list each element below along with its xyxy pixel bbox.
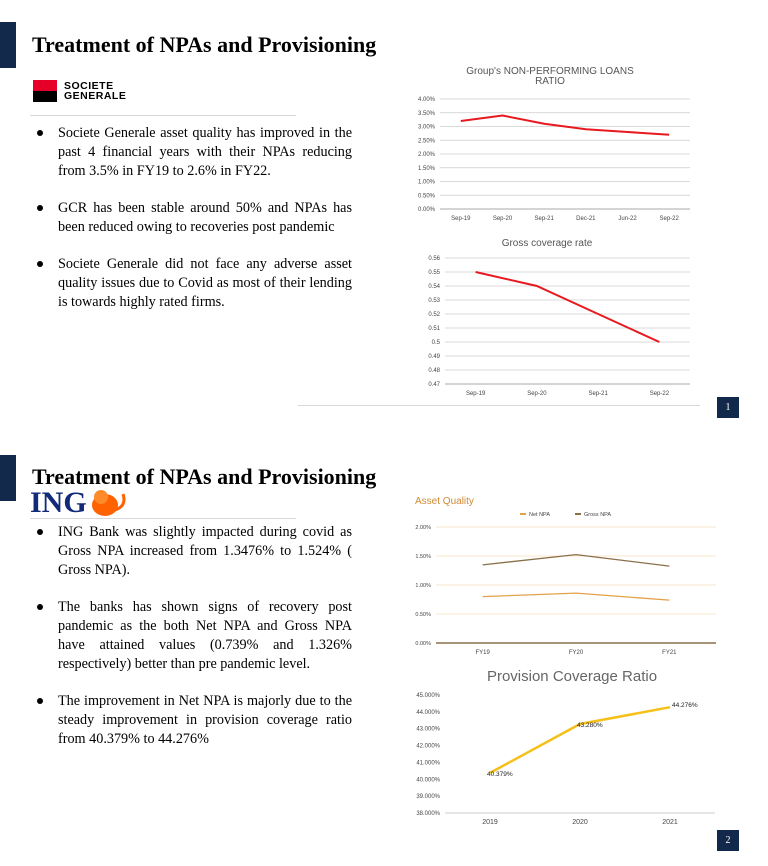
npl-ratio-chart: Group's NON-PERFORMING LOANS RATIO 0.00% 0.… <box>418 66 690 222</box>
y-tick-label: 2.50% <box>418 138 436 144</box>
y-tick-label: 0.50% <box>415 612 431 618</box>
y-tick-label: 2.00% <box>415 525 431 531</box>
logo-text: ING <box>30 486 87 519</box>
chart-title: Gross coverage rate <box>502 238 593 249</box>
y-tick-label: 0.51 <box>428 326 440 332</box>
gross-coverage-chart: Gross coverage rate 0.47 0.48 0.49 0.5 0.51 0.… <box>428 238 690 397</box>
divider <box>298 405 700 406</box>
series-line <box>489 705 671 774</box>
y-tick-label: 38.000% <box>416 811 440 817</box>
bullet-list: Societe Generale asset quality has impro… <box>30 124 352 330</box>
y-tick-label: 1.00% <box>415 583 431 589</box>
bullet-item: ING Bank was slightly impacted during co… <box>30 523 352 580</box>
legend-label: Gross NPA <box>584 512 611 518</box>
slide-accent-bar <box>0 22 16 68</box>
y-tick-label: 2.00% <box>418 152 436 158</box>
x-tick-label: FY20 <box>569 650 584 656</box>
logo-text: GENERALE <box>64 90 127 102</box>
societe-generale-logo: SOCIETE GENERALE <box>33 80 126 102</box>
chart-title: Group's NON-PERFORMING LOANS RATIO <box>466 66 634 87</box>
chart-title: Provision Coverage Ratio <box>487 668 657 685</box>
data-label: 44.276% <box>672 702 698 709</box>
data-label: 40.379% <box>487 771 513 778</box>
series-line <box>460 114 670 136</box>
logo-text: SOCIETE <box>64 80 114 92</box>
y-tick-label: 0.56 <box>428 256 440 262</box>
bullet-item: Societe Generale did not face any advers… <box>30 255 352 312</box>
y-tick-label: 39.000% <box>416 794 440 800</box>
page-number: 2 <box>717 830 739 851</box>
data-label: 43.280% <box>577 722 603 729</box>
y-tick-label: 0.53 <box>428 298 440 304</box>
y-tick-label: 41.000% <box>416 760 440 766</box>
y-tick-label: 0.00% <box>415 641 431 647</box>
y-tick-label: 0.50% <box>418 193 436 199</box>
bullet-item: The improvement in Net NPA is majorly du… <box>30 692 352 749</box>
legend-label: Net NPA <box>529 512 550 518</box>
page-number: 1 <box>717 397 739 418</box>
x-tick-label: Sep-22 <box>650 391 670 397</box>
y-tick-label: 0.00% <box>418 207 436 213</box>
lion-icon <box>91 490 126 516</box>
x-tick-label: FY21 <box>662 650 677 656</box>
y-tick-label: 3.00% <box>418 125 436 131</box>
asset-quality-chart: Asset Quality 0.00% 0.50% 1.00% 1.50% 2.00% FY… <box>415 496 716 656</box>
slide-2-title: Treatment of NPAs and Provisioning <box>32 464 377 489</box>
x-tick-label: Sep-19 <box>451 216 471 222</box>
y-tick-label: 45.000% <box>416 693 440 699</box>
y-tick-label: 44.000% <box>416 710 440 716</box>
bullet-item: Societe Generale asset quality has impro… <box>30 124 352 181</box>
bullet-list: ING Bank was slightly impacted during co… <box>30 523 352 767</box>
x-tick-label: 2021 <box>662 819 678 826</box>
ing-logo: ING <box>30 486 129 520</box>
y-tick-label: 40.000% <box>416 777 440 783</box>
x-tick-label: Jun-22 <box>618 216 637 222</box>
y-tick-label: 0.48 <box>428 368 440 374</box>
series-line-net-npa <box>482 592 670 601</box>
divider <box>30 115 296 116</box>
chart-title: Asset Quality <box>415 496 474 507</box>
divider <box>30 518 296 519</box>
x-tick-label: Sep-21 <box>534 216 554 222</box>
y-tick-label: 1.50% <box>418 166 436 172</box>
x-tick-label: FY19 <box>475 650 490 656</box>
y-tick-label: 0.54 <box>428 284 440 290</box>
x-tick-label: Sep-20 <box>527 391 547 397</box>
x-tick-label: Sep-19 <box>466 391 486 397</box>
y-tick-label: 0.55 <box>428 270 440 276</box>
provision-coverage-chart: Provision Coverage Ratio 38.000% 39.000% 40… <box>416 668 715 826</box>
y-tick-label: 0.47 <box>428 382 440 388</box>
x-tick-label: 2020 <box>572 819 588 826</box>
bullet-item: GCR has been stable around 50% and NPAs … <box>30 199 352 237</box>
y-tick-label: 0.49 <box>428 354 440 360</box>
y-tick-label: 3.50% <box>418 111 436 117</box>
slide-accent-bar <box>0 455 16 501</box>
slide-1-title: Treatment of NPAs and Provisioning <box>32 32 377 57</box>
y-tick-label: 43.000% <box>416 727 440 733</box>
y-tick-label: 0.52 <box>428 312 440 318</box>
series-line <box>475 271 660 343</box>
x-tick-label: Dec-21 <box>576 216 596 222</box>
y-tick-label: 4.00% <box>418 97 436 103</box>
bullet-item: The banks has shown signs of recovery po… <box>30 598 352 674</box>
x-tick-label: Sep-22 <box>659 216 679 222</box>
x-tick-label: Sep-21 <box>588 391 608 397</box>
y-tick-label: 42.000% <box>416 744 440 750</box>
y-tick-label: 0.5 <box>432 340 441 346</box>
y-tick-label: 1.50% <box>415 554 431 560</box>
x-tick-label: 2019 <box>482 819 498 826</box>
x-tick-label: Sep-20 <box>493 216 513 222</box>
y-tick-label: 1.00% <box>418 180 436 186</box>
